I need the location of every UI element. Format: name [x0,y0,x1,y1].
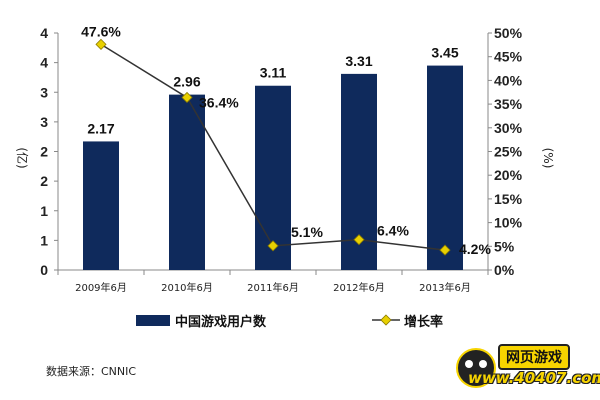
x-axis: 2009年6月 2010年6月 2011年6月 2012年6月 2013年6月 [57,269,489,294]
right-axis-tick-label: 50% [494,25,523,41]
left-axis-label: (亿) [15,147,30,168]
growth-marker [267,240,279,252]
legend-label-users: 中国游戏用户数 [175,314,267,330]
site-logo: 网页游戏 www.40407.com [454,344,600,396]
bar-series [83,65,463,271]
right-axis-tick-label: 30% [494,120,523,136]
x-axis-tick-label: 2011年6月 [247,281,299,294]
bar-value-label: 3.31 [345,53,372,69]
bar-value-label: 3.45 [431,45,458,61]
growth-value-label: 4.2% [459,241,491,257]
mascot-icon [456,348,496,388]
legend-swatch-bar [136,315,170,326]
left-axis-tick-label: 4 [40,25,48,41]
source-note: 数据来源：CNNIC [46,365,137,378]
logo-title: 网页游戏 [498,344,570,370]
left-axis-tick-label: 1 [40,232,48,248]
growth-marker [95,38,107,50]
left-axis-tick-label: 2 [40,144,48,160]
x-axis-tick-label: 2010年6月 [161,281,213,294]
x-axis-tick-label: 2012年6月 [333,281,385,294]
growth-marker [439,244,451,256]
left-axis-tick-label: 3 [40,114,48,130]
bar [169,94,205,271]
growth-value-label: 47.6% [81,23,121,39]
left-axis: 0 1 1 2 2 3 3 4 4 [40,25,59,278]
right-axis-tick-label: 45% [494,49,523,65]
bar [83,141,119,270]
logo-url: www.40407.com [468,369,600,387]
right-axis: 0% 5% 10% 15% 20% 25% 30% 35% 40% 45% 50% [487,25,523,278]
growth-value-label: 36.4% [199,94,239,110]
x-axis-tick-label: 2009年6月 [75,281,127,294]
bar [255,85,291,270]
growth-value-label: 5.1% [291,224,323,240]
left-axis-tick-label: 3 [40,84,48,100]
bar-value-label: 2.17 [87,120,114,136]
growth-value-label: 6.4% [377,223,409,239]
left-axis-tick-label: 0 [40,262,48,278]
bar [427,65,463,271]
right-axis-tick-label: 10% [494,215,523,231]
left-axis-tick-label: 1 [40,203,48,219]
right-axis-tick-label: 5% [494,238,515,254]
right-axis-tick-label: 25% [494,144,523,160]
right-axis-label: (%) [541,148,555,169]
left-axis-tick-label: 4 [40,55,48,71]
legend: 中国游戏用户数 增长率 [136,314,443,330]
bar-value-label: 2.96 [173,74,200,90]
right-axis-tick-label: 20% [494,167,523,183]
legend-label-growth: 增长率 [404,314,443,330]
right-axis-tick-label: 0% [494,262,515,278]
growth-marker [181,91,193,104]
line-series [95,38,451,256]
bar-value-label: 3.11 [260,65,287,81]
data-labels: 2.17 2.96 3.11 3.31 3.45 47.6% 36.4% 5.1% 6.4% 4.… [81,23,491,257]
right-axis-tick-label: 15% [494,191,523,207]
growth-marker [353,234,365,246]
right-axis-tick-label: 35% [494,96,523,112]
right-axis-tick-label: 40% [494,72,523,88]
x-axis-tick-label: 2013年6月 [419,281,471,294]
left-axis-tick-label: 2 [40,173,48,189]
legend-swatch-marker [380,314,392,326]
